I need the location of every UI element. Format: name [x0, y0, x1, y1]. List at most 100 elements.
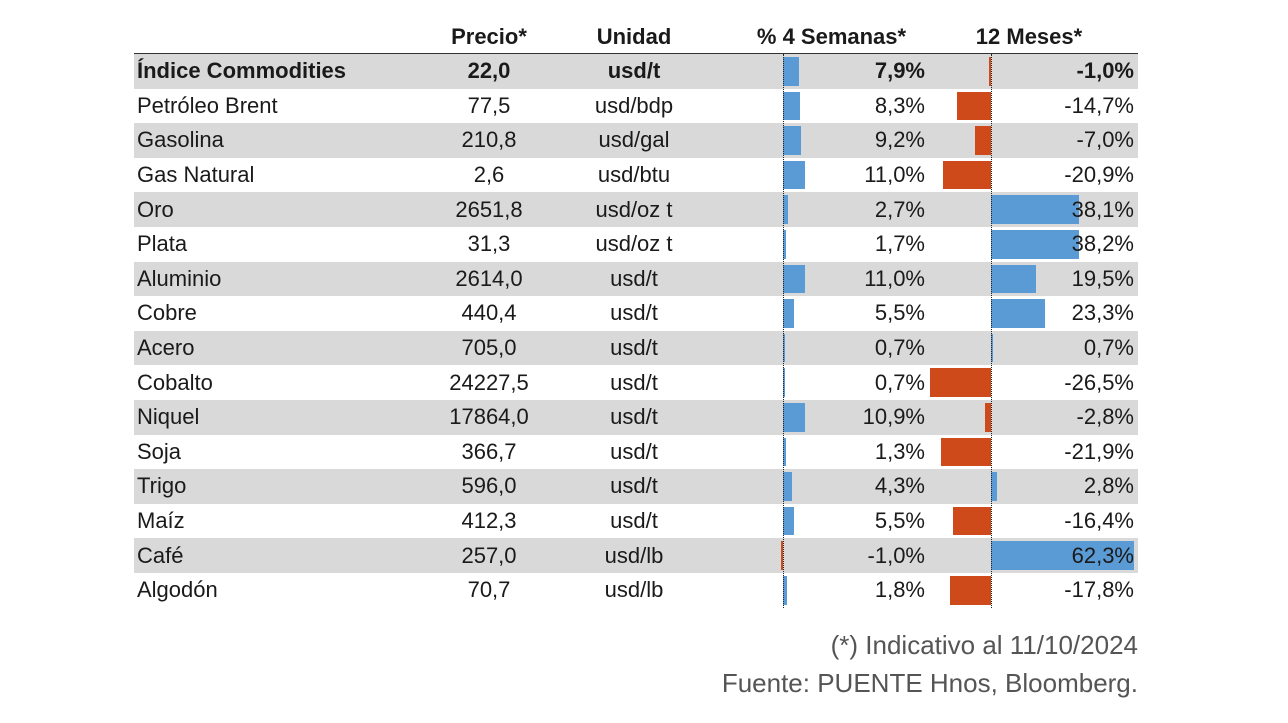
unit-cell: usd/t [610, 438, 658, 464]
bar-12-months [974, 126, 991, 155]
bar-4-weeks [783, 264, 805, 294]
pct-12-months-label: 38,1% [1071, 196, 1134, 222]
unit-cell: usd/gal [598, 127, 670, 153]
price-cell: 2651,8 [455, 196, 523, 222]
bar-4-weeks [783, 91, 800, 121]
commodity-name: Aluminio [137, 265, 222, 291]
bar-12-months [930, 368, 991, 397]
unit-cell: usd/t [610, 508, 658, 534]
table-row: Cobre 440,4 usd/t 5,5% 23,3% [134, 296, 1138, 331]
commodity-name: Cobalto [137, 369, 213, 395]
commodity-name: Plata [137, 231, 188, 257]
price-cell: 705,0 [461, 335, 517, 361]
bar-4-weeks [783, 229, 787, 259]
commodity-name: Gas Natural [137, 162, 255, 188]
table-row: Gasolina 210,8 usd/gal 9,2% -7,0% [134, 123, 1138, 158]
pct-12-months-label: -21,9% [1064, 438, 1134, 464]
unit-cell: usd/btu [597, 162, 671, 188]
price-cell: 596,0 [461, 473, 517, 499]
table-row: Niquel 17864,0 usd/t 10,9% -2,8% [134, 399, 1138, 435]
price-cell: 412,3 [461, 508, 517, 534]
price-cell: 2,6 [473, 162, 505, 188]
commodity-name: Oro [137, 196, 174, 222]
pct-4-weeks-label: 2,7% [874, 196, 925, 222]
commodity-name: Niquel [137, 404, 200, 430]
pct-4-weeks-label: 5,5% [874, 508, 925, 534]
pct-12-months-label: -26,5% [1064, 369, 1134, 395]
commodity-table: Precio* Unidad % 4 Semanas* 12 Meses* Ín… [134, 22, 1138, 608]
pct-12-months-label: 62,3% [1071, 542, 1134, 568]
table-row: Trigo 596,0 usd/t 4,3% 2,8% [134, 469, 1138, 504]
footnote: (*) Indicativo al 11/10/2024 [830, 630, 1138, 660]
bar-12-months [942, 160, 991, 190]
pct-4-weeks-label: 10,9% [862, 404, 925, 430]
pct-4-weeks-label: 11,0% [864, 265, 925, 291]
table-row: Aluminio 2614,0 usd/t 11,0% 19,5% [134, 261, 1138, 297]
pct-12-months-label: 0,7% [1083, 335, 1134, 361]
commodity-name: Cobre [137, 300, 197, 326]
table-row: Petróleo Brent 77,5 usd/bdp 8,3% -14,7% [134, 89, 1138, 124]
bar-4-weeks [783, 126, 802, 155]
pct-4-weeks-label: 1,7% [874, 231, 925, 257]
commodity-name: Trigo [137, 473, 187, 499]
price-cell: 31,3 [467, 231, 511, 257]
commodity-name: Soja [137, 438, 182, 464]
unit-cell: usd/lb [604, 577, 664, 603]
bar-4-weeks [783, 195, 789, 224]
bar-4-weeks [783, 472, 792, 501]
unit-cell: usd/t [610, 265, 658, 291]
unit-cell: usd/oz t [595, 196, 673, 222]
pct-12-months-label: 2,8% [1083, 473, 1134, 499]
unit-cell: usd/t [610, 404, 658, 430]
bar-12-months [991, 264, 1036, 294]
pct-4-weeks-label: 11,0% [864, 162, 925, 188]
bar-4-weeks [783, 402, 805, 432]
price-cell: 77,5 [467, 92, 511, 118]
pct-12-months-label: -1,0% [1076, 58, 1134, 84]
bar-12-months [953, 506, 991, 536]
commodity-name: Café [137, 542, 184, 568]
unit-cell: usd/t [610, 335, 658, 361]
price-cell: 366,7 [461, 438, 517, 464]
pct-4-weeks-label: 5,5% [874, 300, 925, 326]
pct-4-weeks-label: -1,0% [867, 542, 925, 568]
bar-4-weeks [783, 506, 794, 536]
pct-12-months-label: -14,7% [1064, 92, 1134, 118]
pct-4-weeks-label: 9,2% [874, 127, 925, 153]
axis-4-weeks [783, 54, 784, 608]
bar-4-weeks [783, 160, 805, 190]
pct-12-months-label: -20,9% [1064, 162, 1134, 188]
table-row: Gas Natural 2,6 usd/btu 11,0% -20,9% [134, 158, 1138, 193]
bar-4-weeks [781, 541, 783, 570]
axis-12-months [991, 54, 992, 608]
unit-cell: usd/t [610, 300, 658, 326]
table-row: Café 257,0 usd/lb -1,0% 62,3% [134, 538, 1138, 573]
pct-12-months-label: 19,5% [1071, 265, 1134, 291]
pct-4-weeks-label: 1,8% [874, 577, 925, 603]
price-cell: 17864,0 [449, 404, 529, 430]
table-row: Oro 2651,8 usd/oz t 2,7% 38,1% [134, 192, 1138, 227]
header-unit: Unidad [596, 24, 672, 49]
pct-12-months-label: -16,4% [1064, 508, 1134, 534]
commodity-name: Algodón [137, 577, 218, 603]
price-cell: 2614,0 [455, 265, 523, 291]
price-cell: 257,0 [461, 542, 517, 568]
price-cell: 22,0 [467, 58, 511, 84]
pct-12-months-label: -2,8% [1076, 404, 1134, 430]
pct-12-months-label: -17,8% [1064, 577, 1134, 603]
bar-12-months [991, 541, 1135, 570]
pct-12-months-label: 38,2% [1071, 231, 1134, 257]
commodity-name: Acero [137, 335, 195, 361]
table-row: Algodón 70,7 usd/lb 1,8% -17,8% [134, 573, 1138, 608]
price-cell: 70,7 [467, 577, 511, 603]
bar-12-months [984, 402, 991, 432]
commodity-name: Petróleo Brent [137, 92, 278, 118]
bar-12-months [991, 229, 1079, 259]
bar-4-weeks [783, 299, 794, 328]
pct-4-weeks-label: 1,3% [874, 438, 925, 464]
bar-12-months [991, 472, 998, 501]
price-cell: 24227,5 [449, 369, 529, 395]
pct-4-weeks-label: 8,3% [874, 92, 925, 118]
bar-4-weeks [783, 437, 786, 467]
unit-cell: usd/t [610, 473, 658, 499]
